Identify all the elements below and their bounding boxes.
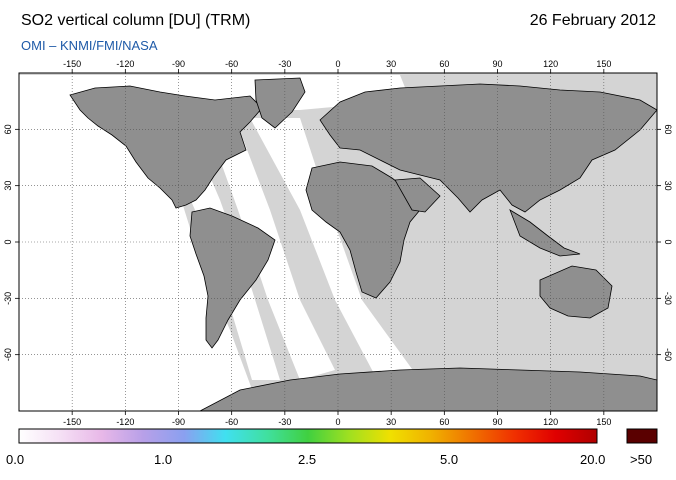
lon-tick-label: -150 [63,417,81,427]
colorbar-label-2: 2.5 [298,452,317,467]
lat-tick-label: -30 [3,292,13,305]
lon-tick-label: -60 [225,417,238,427]
lon-tick-label: -90 [172,59,185,69]
lon-tick-label: -60 [225,59,238,69]
colorbar-label-1: 1.0 [154,452,173,467]
data-swath [250,118,420,385]
antarctica [199,367,657,411]
land-masses [69,77,657,411]
lon-tick-label: 60 [439,59,449,69]
lat-tick-label: 30 [3,181,13,191]
lon-tick-label: -90 [172,417,185,427]
lon-tick-label: -30 [278,417,291,427]
colorbar-label-4: 20.0 [580,452,606,467]
lon-tick-label: -120 [116,59,134,69]
colorbar-label-over: >50 [630,452,653,467]
map-title: SO2 vertical column [DU] (TRM) [21,12,251,29]
data-credit: OMI – KNMI/FMI/NASA [21,38,158,53]
southeast-asia [509,209,581,257]
lat-tick-label: 0 [663,239,673,244]
lon-tick-label: 0 [335,417,340,427]
africa [305,161,421,299]
colorbar-label-min: 0.0 [6,452,25,467]
lon-tick-label: 120 [543,417,558,427]
lon-tick-label: -150 [63,59,81,69]
lon-tick-label: 60 [439,417,449,427]
lon-tick-label: -120 [116,417,134,427]
lon-tick-label: -30 [278,59,291,69]
lat-tick-label: 60 [3,124,13,134]
north-america [69,85,263,209]
south-america [189,207,276,349]
lat-tick-label: 30 [663,181,673,191]
lon-tick-label: 150 [596,59,611,69]
colorbar-overflow [626,428,658,444]
greenland [254,77,306,129]
colorbar [18,428,598,444]
australia [539,265,613,319]
map-date: 26 February 2012 [529,12,656,29]
lat-tick-label: -60 [663,348,673,361]
lon-tick-label: 30 [386,417,396,427]
axis-ticks [15,69,661,415]
axis-labels: -150 -150 -120 -120 -90 -90 -60 -60 -30 -30 0 0 30 30… [3,59,673,427]
lat-tick-label: -30 [663,292,673,305]
lon-tick-label: 120 [543,59,558,69]
lon-tick-label: 90 [492,417,502,427]
lon-tick-label: 90 [492,59,502,69]
europe-asia [319,83,657,213]
lon-tick-label: 0 [335,59,340,69]
lat-tick-label: -60 [3,348,13,361]
lat-tick-label: 0 [3,239,13,244]
lat-tick-label: 60 [663,124,673,134]
lon-tick-label: 150 [596,417,611,427]
colorbar-label-3: 5.0 [440,452,459,467]
lon-tick-label: 30 [386,59,396,69]
data-swath [19,110,260,411]
arabia [394,177,441,213]
graticule [19,73,657,411]
